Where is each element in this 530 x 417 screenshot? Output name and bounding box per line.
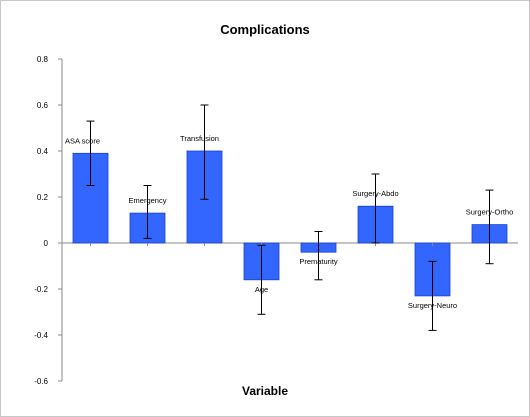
category-label: ASA score — [65, 136, 100, 145]
y-tick-label: -0.2 — [34, 285, 48, 294]
category-label: Surgery-Ortho — [466, 208, 514, 217]
category-label: Surgery-Abdo — [352, 189, 398, 198]
category-label: Surgery-Neuro — [408, 301, 457, 310]
category-label: Age — [255, 285, 268, 294]
y-tick-label: 0.6 — [37, 101, 49, 110]
category-label: Transfusion — [180, 134, 219, 143]
category-label: Emergency — [129, 196, 167, 205]
y-tick-label: -0.6 — [34, 377, 48, 386]
y-tick-label: -0.4 — [34, 331, 48, 340]
chart-title: Complications — [220, 22, 310, 37]
y-tick-label: 0 — [44, 239, 49, 248]
x-axis-label: Variable — [241, 384, 289, 398]
y-tick-label: 0.4 — [37, 147, 49, 156]
category-label: Prematurity — [299, 257, 338, 266]
y-tick-label: 0.2 — [37, 193, 49, 202]
y-tick-label: 0.8 — [37, 55, 49, 64]
